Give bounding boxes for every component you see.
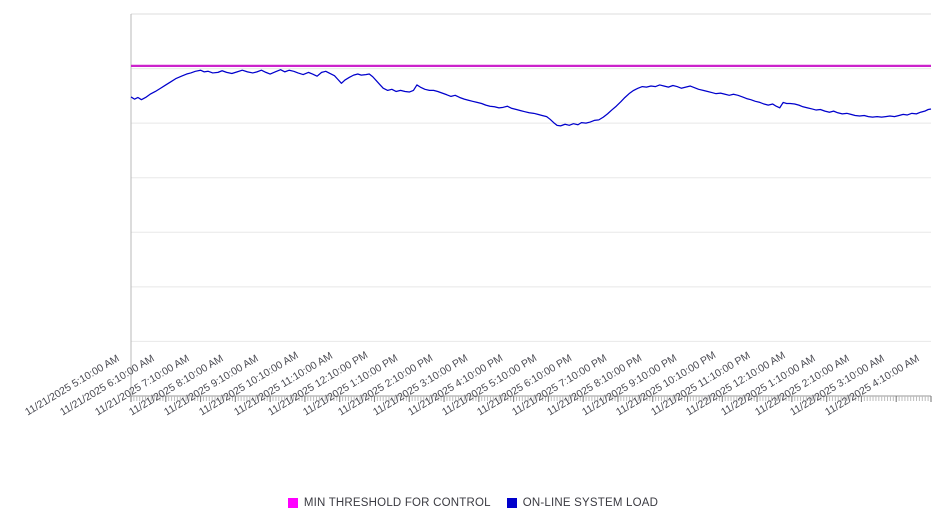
chart-legend: MIN THRESHOLD FOR CONTROL ON-LINE SYSTEM … [0,497,946,509]
horizontal-gridlines [131,68,931,342]
x-axis-minor-ticks [130,396,932,402]
series-line-1 [130,69,932,127]
legend-label: MIN THRESHOLD FOR CONTROL [303,497,491,509]
legend-entry[interactable]: MIN THRESHOLD FOR CONTROL [287,497,491,509]
legend-label: ON-LINE SYSTEM LOAD [522,497,659,509]
square-swatch-icon [287,498,298,508]
plot-background [131,14,931,396]
square-swatch-icon [506,498,517,508]
legend-entry[interactable]: ON-LINE SYSTEM LOAD [506,497,659,509]
